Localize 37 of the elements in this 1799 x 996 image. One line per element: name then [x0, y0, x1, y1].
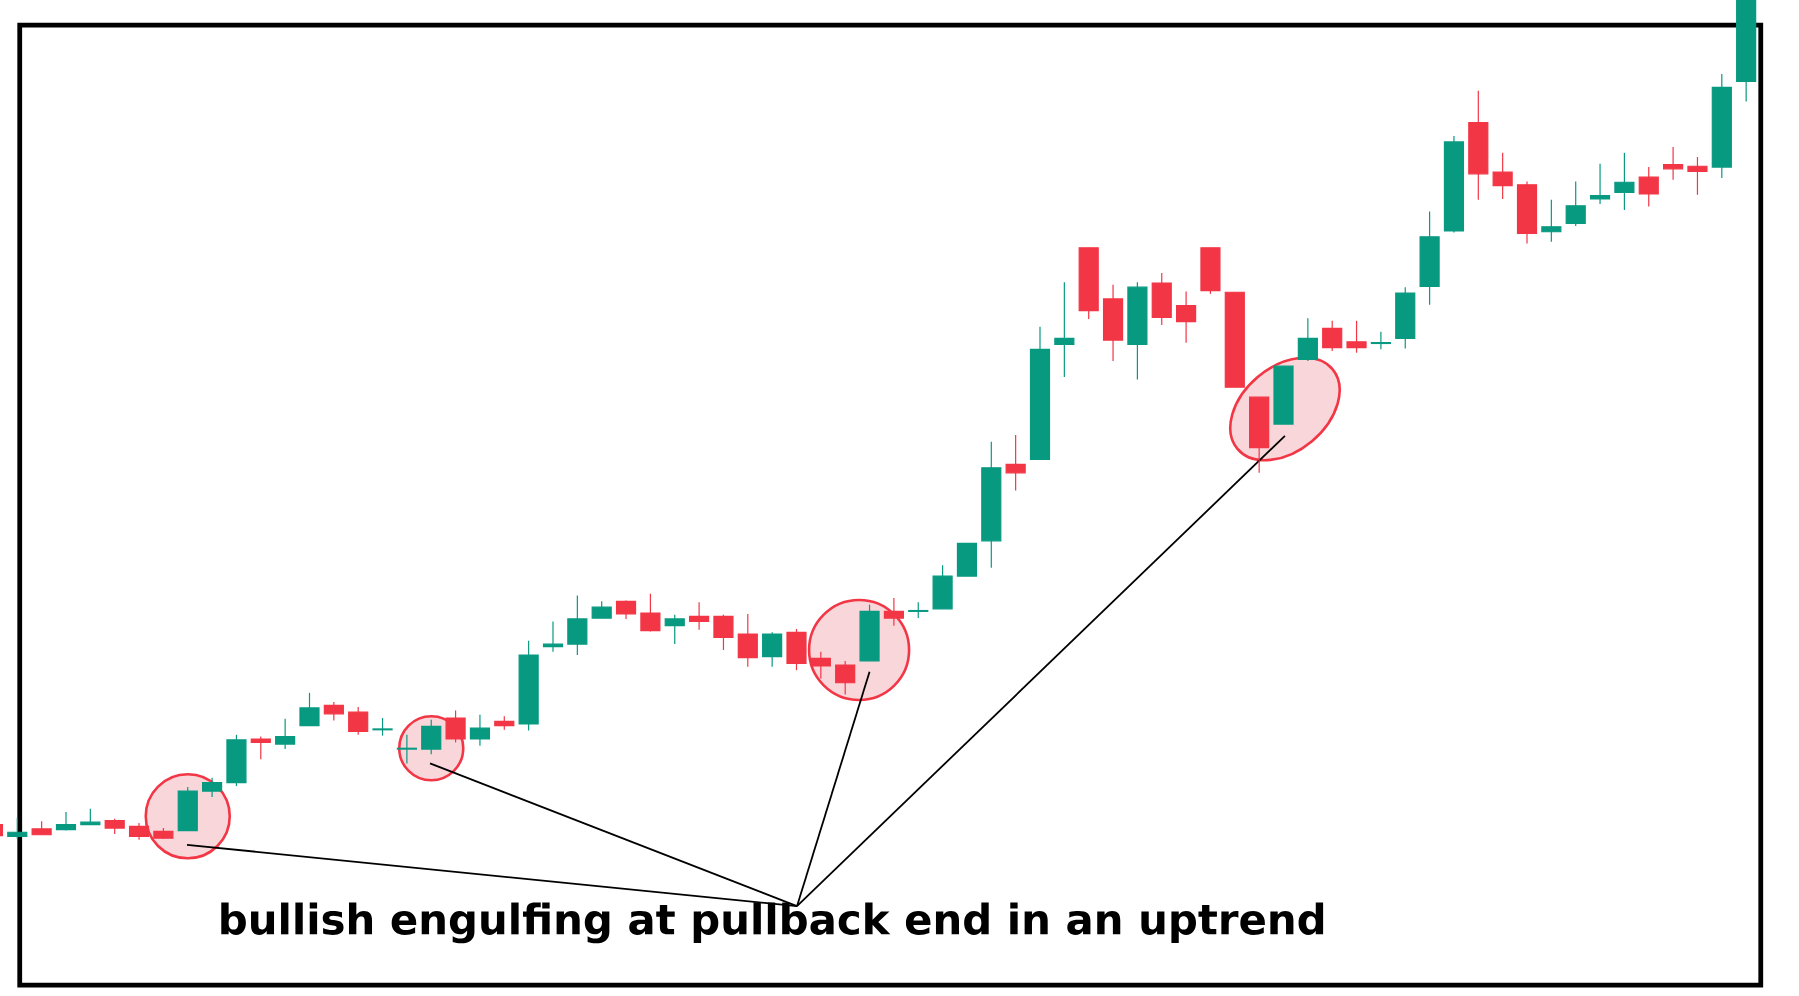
text: bullish engulfing at pullback end in an uptrend: [221, 902, 1324, 944]
candlestick: [713, 614, 734, 651]
candlestick: [542, 620, 564, 653]
candlestick: [1054, 281, 1075, 378]
candlestick: [396, 734, 417, 764]
candlestick: [664, 614, 685, 645]
candlestick: [348, 706, 369, 736]
candlestick: [1005, 434, 1026, 492]
candlestick: [689, 601, 710, 631]
candlestick: [1663, 146, 1684, 181]
candlestick: [835, 660, 856, 696]
candlestick: [7, 817, 28, 840]
candlestick: [299, 692, 320, 727]
candlestick: [1176, 290, 1197, 344]
candlestick: [737, 613, 758, 668]
candlestick: [1322, 320, 1343, 352]
candlestick: [1297, 317, 1318, 362]
candlestick: [275, 718, 296, 750]
candlestick: [810, 651, 831, 680]
candlestick: [615, 599, 637, 620]
candlestick: [1370, 331, 1391, 350]
candlestick: [1687, 156, 1708, 196]
candlestick: [1589, 163, 1611, 205]
candlestick: [1614, 152, 1635, 211]
candlestick: [1565, 180, 1586, 227]
candlestick: [1541, 199, 1562, 243]
candlestick: [55, 811, 77, 832]
candlestick: [1346, 320, 1367, 354]
candlestick: [1638, 166, 1659, 208]
candlestick: [421, 719, 442, 755]
candlestick: [323, 701, 344, 722]
candlestick: [469, 714, 491, 747]
candlestick: [1492, 152, 1513, 200]
candlestick: [201, 777, 223, 798]
candlestick: [250, 735, 271, 760]
candlestick: [640, 593, 661, 633]
candlestick: [762, 631, 783, 668]
